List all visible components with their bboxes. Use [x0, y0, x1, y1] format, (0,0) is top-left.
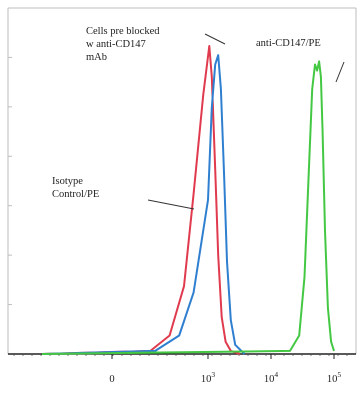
annotation-0-line-1: w anti-CD147	[86, 39, 146, 50]
series-line-0	[41, 45, 241, 355]
x-tick-label-1: 103	[201, 370, 216, 385]
x-tick-label-3: 105	[327, 370, 342, 385]
annotation-leader-0	[204, 33, 226, 45]
histogram-curves	[41, 45, 335, 355]
series-line-1	[41, 54, 246, 355]
x-axis-ticks: 0 103 104 105	[109, 354, 341, 385]
annotation-2-line-0: Isotype	[52, 176, 83, 187]
annotation-leaders	[147, 33, 345, 210]
annotation-0-line-0: Cells pre blocked	[86, 26, 160, 37]
annotation-leader-1	[335, 61, 345, 83]
series-line-2	[41, 60, 335, 355]
annotation-1-line-0: anti-CD147/PE	[256, 38, 321, 49]
annotation-0-line-2: mAb	[86, 52, 107, 63]
annotation-2-line-1: Control/PE	[52, 189, 99, 200]
annotation-leader-2	[147, 199, 195, 210]
x-tick-label-2: 104	[264, 370, 279, 385]
x-tick-label-0: 0	[109, 374, 114, 385]
annotations: Cells pre blocked w anti-CD147 mAb anti-CD1…	[52, 26, 321, 200]
